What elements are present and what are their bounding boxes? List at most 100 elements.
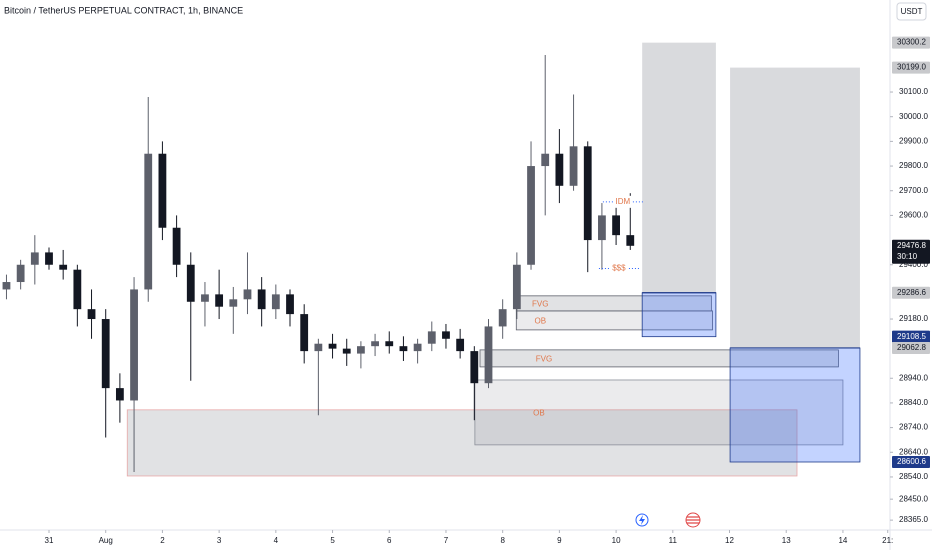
candle-body — [527, 166, 535, 265]
zone-label: FVG — [536, 355, 552, 364]
zone — [642, 42, 716, 293]
candle-body — [215, 294, 224, 307]
candle-body — [371, 341, 379, 347]
y-tick-label: 29600.0 — [899, 211, 928, 220]
candle-body — [45, 252, 53, 265]
zone — [515, 310, 713, 331]
candle-body — [243, 289, 252, 300]
x-tick-label: 31 — [45, 536, 54, 545]
x-tick-label: 5 — [330, 536, 335, 545]
y-tick-label: 28450.0 — [899, 494, 928, 503]
candle-body — [569, 146, 578, 186]
x-tick-label: 14 — [838, 536, 847, 545]
candle-body — [626, 235, 635, 246]
icon-ring — [635, 513, 649, 527]
zone — [641, 292, 717, 338]
price-label: 28600.6 — [897, 457, 926, 466]
candle-body — [342, 348, 351, 354]
candle-body — [314, 343, 323, 352]
candle-body — [286, 294, 294, 315]
candle-body — [583, 146, 592, 241]
candle-body — [427, 331, 436, 344]
x-tick-label: 9 — [557, 536, 562, 545]
price-label: 29062.8 — [897, 343, 926, 352]
x-tick-label: 6 — [387, 536, 392, 545]
y-tick-label: 30000.0 — [899, 112, 928, 121]
x-tick-label: Aug — [99, 536, 113, 545]
zone — [730, 67, 860, 348]
news-icon[interactable] — [685, 512, 701, 528]
price-label-bg — [892, 330, 930, 343]
candle-body — [484, 326, 493, 384]
icon-bolt — [639, 515, 645, 525]
candle-body — [115, 388, 124, 401]
candle-body — [598, 215, 606, 241]
candle-body — [413, 343, 422, 352]
candle-body — [257, 289, 266, 310]
alert-icon[interactable] — [635, 513, 649, 527]
candle-body — [385, 341, 394, 347]
y-tick-label: 28740.0 — [899, 423, 928, 432]
icon-flag — [686, 516, 700, 524]
candle-body — [144, 153, 153, 290]
y-tick-label: 28540.0 — [899, 472, 928, 481]
price-label-bg — [892, 455, 930, 468]
y-tick-label: 30100.0 — [899, 87, 928, 96]
chart-title: Bitcoin / TetherUS PERPETUAL CONTRACT, 1… — [4, 5, 243, 15]
candle-body — [101, 319, 110, 389]
y-tick-label: 28365.0 — [899, 515, 928, 524]
x-tick-label: 2 — [160, 536, 165, 545]
x-tick-label: 21: — [882, 536, 893, 545]
y-tick-label: 28940.0 — [899, 373, 928, 382]
candle-body — [229, 299, 238, 307]
candle-body — [512, 264, 521, 310]
candle-body — [130, 289, 138, 401]
y-tick-label: 29900.0 — [899, 136, 928, 145]
price-label: 30300.2 — [897, 38, 926, 47]
y-tick-label: 29400.0 — [899, 260, 928, 269]
currency-label[interactable]: USDT — [901, 7, 923, 16]
zone-label: FVG — [532, 299, 548, 308]
x-tick-label: 13 — [782, 536, 791, 545]
zone — [479, 349, 839, 368]
candle-body — [328, 343, 337, 349]
candle-body — [16, 264, 25, 283]
y-tick-label: 28840.0 — [899, 398, 928, 407]
candle-body — [271, 294, 280, 310]
candle-body — [73, 269, 82, 310]
annotation-bg — [613, 195, 632, 208]
annotation: IDM — [616, 197, 631, 206]
candle-body — [470, 351, 479, 384]
candle-body — [541, 153, 550, 167]
currency-button[interactable] — [896, 2, 927, 21]
x-tick-label: 4 — [274, 536, 279, 545]
candle-body — [186, 264, 195, 302]
annotation-bg — [609, 262, 628, 275]
y-tick-label: 29180.0 — [899, 314, 928, 323]
x-tick-label: 8 — [500, 536, 505, 545]
x-tick-label: 11 — [669, 536, 678, 545]
zone — [729, 347, 861, 463]
price-label: 29286.6 — [897, 288, 926, 297]
price-countdown: 30:10 — [897, 252, 918, 261]
price-label-bg — [892, 239, 930, 264]
x-tick-label: 12 — [725, 536, 734, 545]
candle-body — [442, 331, 450, 339]
price-label-bg — [892, 286, 930, 299]
candle-body — [30, 252, 39, 265]
x-tick-label: 7 — [444, 536, 449, 545]
y-tick-label: 29700.0 — [899, 186, 928, 195]
annotation: $$$ — [612, 264, 626, 273]
x-tick-label: 10 — [612, 536, 621, 545]
y-tick-label: 29800.0 — [899, 161, 928, 170]
candle-body — [87, 309, 96, 320]
candle-body — [612, 215, 620, 236]
zone-label: OB — [533, 409, 545, 418]
candle-body — [555, 153, 564, 186]
price-label: 30199.0 — [897, 63, 926, 72]
price-label-bg — [892, 36, 930, 49]
candle-body — [172, 227, 181, 265]
